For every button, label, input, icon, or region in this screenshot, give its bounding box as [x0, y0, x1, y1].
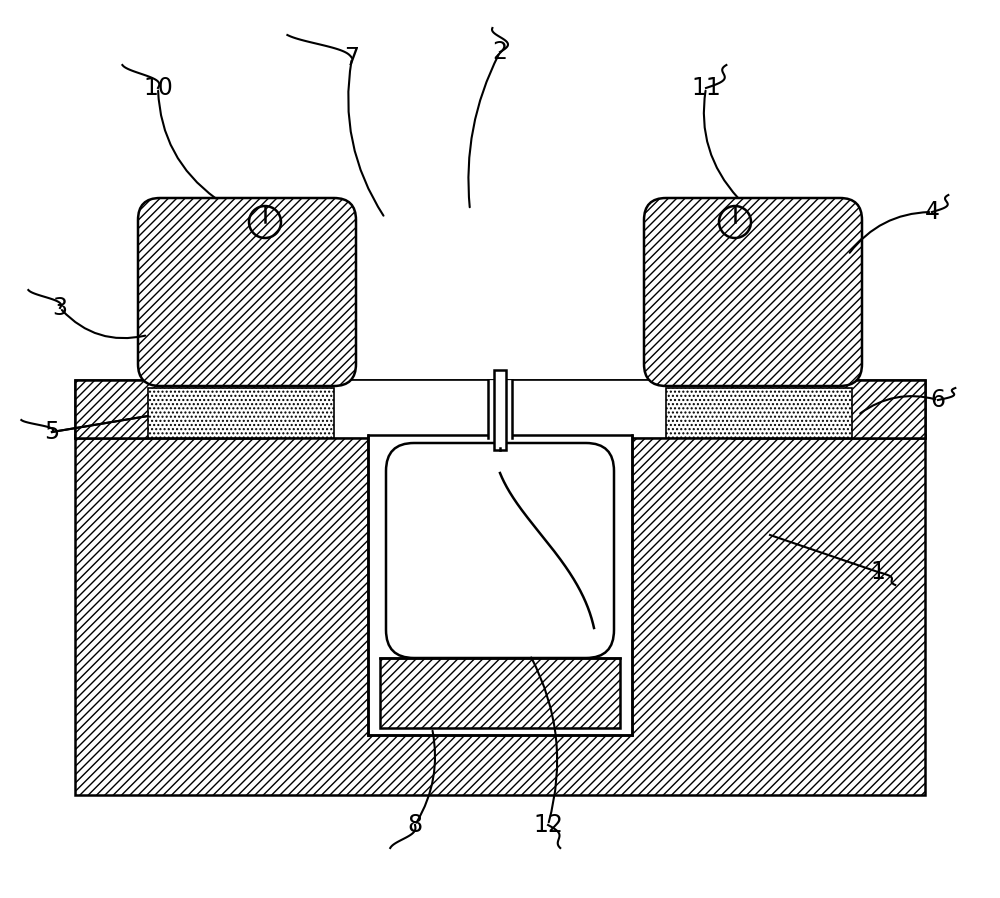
- Polygon shape: [494, 370, 506, 450]
- Polygon shape: [666, 388, 852, 438]
- Text: 1: 1: [871, 560, 885, 584]
- Text: 11: 11: [691, 76, 721, 100]
- Text: 8: 8: [407, 813, 423, 837]
- Text: 7: 7: [344, 46, 360, 70]
- Polygon shape: [75, 380, 925, 438]
- FancyBboxPatch shape: [386, 443, 614, 658]
- Text: 12: 12: [533, 813, 563, 837]
- FancyBboxPatch shape: [644, 198, 862, 386]
- Polygon shape: [268, 380, 732, 438]
- Polygon shape: [368, 435, 632, 735]
- FancyBboxPatch shape: [138, 198, 356, 386]
- Text: 6: 6: [930, 388, 946, 412]
- Text: 2: 2: [492, 40, 508, 64]
- Text: 3: 3: [52, 296, 68, 320]
- Polygon shape: [380, 658, 620, 728]
- Text: 10: 10: [143, 76, 173, 100]
- Polygon shape: [488, 380, 512, 438]
- Polygon shape: [732, 380, 925, 438]
- Polygon shape: [75, 380, 268, 438]
- Polygon shape: [75, 435, 925, 795]
- Text: 4: 4: [924, 200, 940, 224]
- Polygon shape: [148, 388, 334, 438]
- Text: 5: 5: [44, 420, 60, 444]
